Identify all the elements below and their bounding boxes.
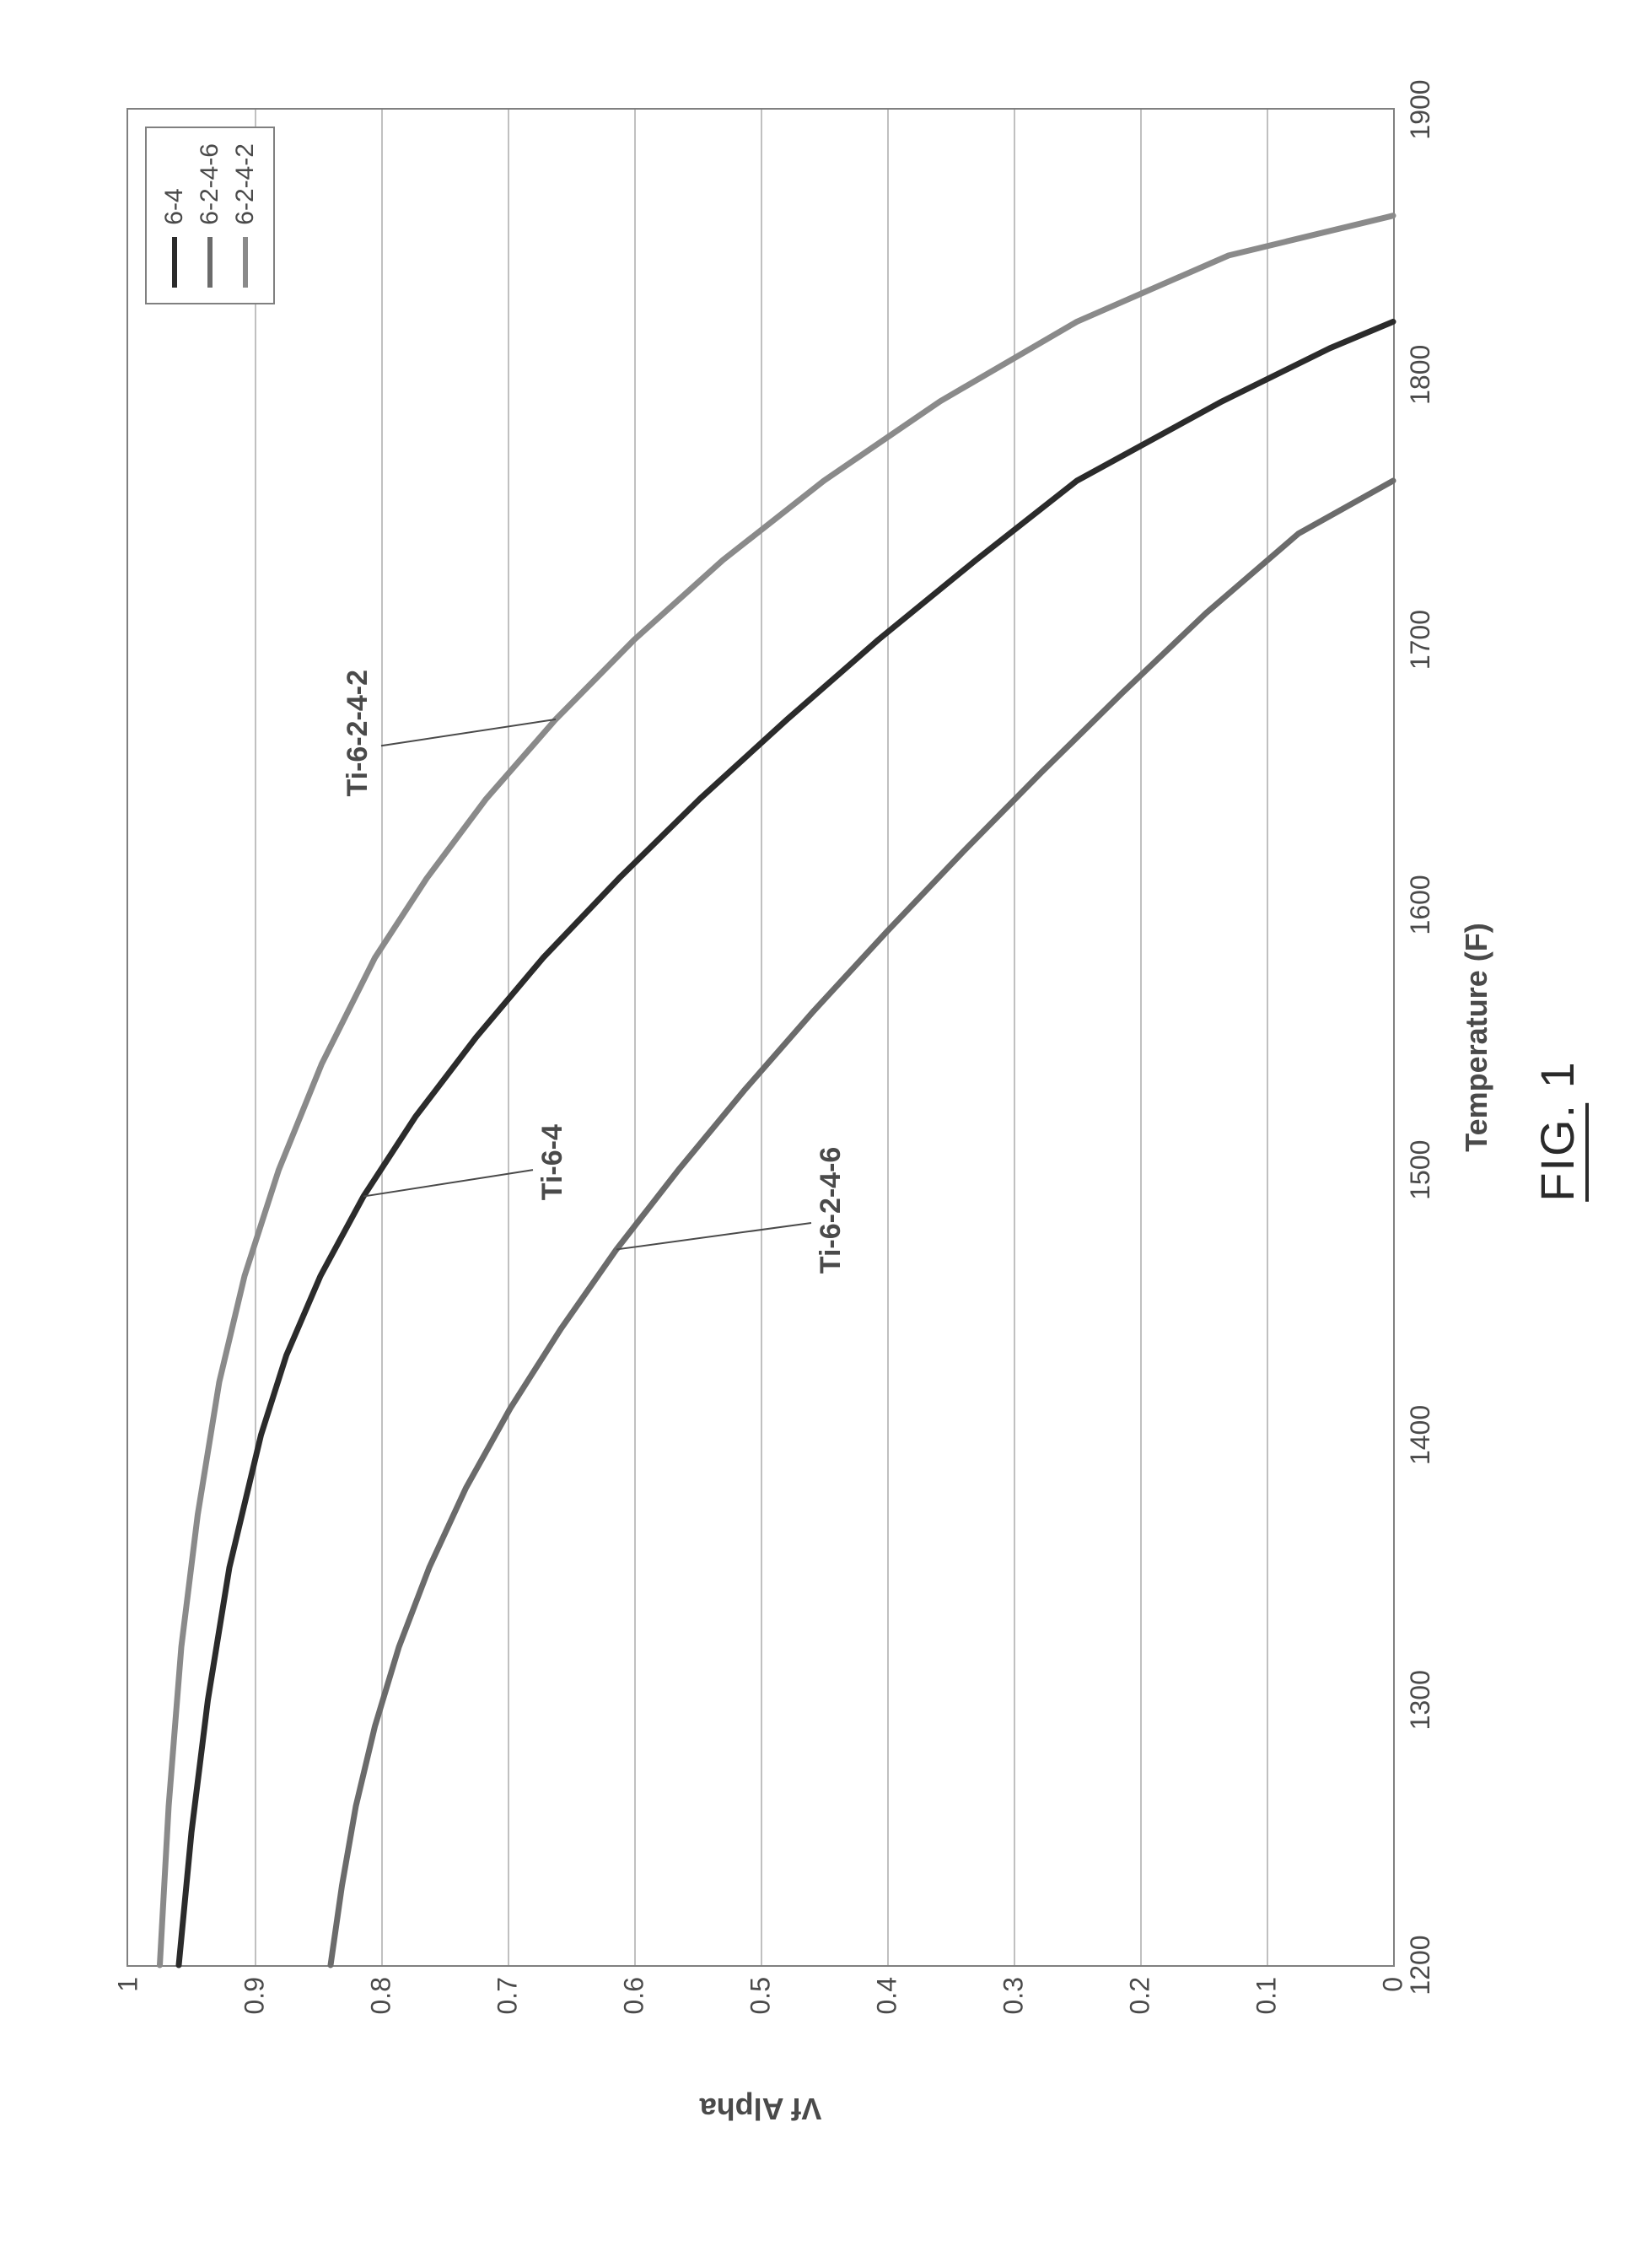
series-annotation: Ti-6-4 — [536, 1124, 569, 1200]
series-annotation: Ti-6-2-4-2 — [342, 670, 374, 797]
series-line — [160, 216, 1394, 1965]
figure-caption-number: 1 — [1531, 1060, 1584, 1088]
x-tick-label: 1700 — [1393, 610, 1436, 670]
legend-swatch — [172, 237, 177, 288]
series-line — [331, 481, 1393, 1965]
plot-area: Vf Alpha Temperature (F) 00.10.20.30.40.… — [126, 108, 1395, 1967]
legend-swatch — [207, 237, 213, 288]
figure-caption-prefix: FIG. — [1531, 1103, 1589, 1202]
y-axis-label: Vf Alpha — [700, 2091, 822, 2126]
legend: 6-46-2-4-66-2-4-2 — [145, 127, 275, 304]
series-svg — [128, 110, 1393, 1965]
y-tick-label: 0.7 — [492, 1965, 524, 2014]
x-tick-label: 1400 — [1393, 1405, 1436, 1465]
x-tick-label: 1600 — [1393, 875, 1436, 934]
x-tick-label: 1200 — [1393, 1935, 1436, 1995]
legend-label: 6-2-4-6 — [196, 143, 224, 225]
y-tick-label: 0.4 — [872, 1965, 903, 2014]
x-tick-label: 1900 — [1393, 79, 1436, 139]
y-tick-label: 0.9 — [239, 1965, 271, 2014]
annotation-leader — [616, 1223, 811, 1249]
x-tick-label: 1800 — [1393, 345, 1436, 405]
y-tick-label: 1 — [113, 1965, 144, 1992]
legend-label: 6-2-4-2 — [231, 143, 260, 225]
annotation-leader — [363, 1170, 533, 1196]
page: Vf Alpha Temperature (F) 00.10.20.30.40.… — [0, 0, 1652, 2262]
legend-item: 6-4 — [157, 143, 192, 288]
y-tick-label: 0.3 — [998, 1965, 1030, 2014]
y-tick-label: 0.6 — [619, 1965, 650, 2014]
y-tick-label: 0.8 — [366, 1965, 397, 2014]
annotation-leader — [381, 719, 556, 746]
x-tick-label: 1500 — [1393, 1140, 1436, 1200]
legend-swatch — [243, 237, 248, 288]
x-tick-label: 1300 — [1393, 1670, 1436, 1730]
figure-1: Vf Alpha Temperature (F) 00.10.20.30.40.… — [42, 42, 1610, 2220]
y-tick-label: 0.5 — [745, 1965, 777, 2014]
y-tick-label: 0.1 — [1251, 1965, 1283, 2014]
legend-label: 6-4 — [160, 188, 189, 224]
series-annotation: Ti-6-2-4-6 — [815, 1147, 848, 1274]
y-tick-label: 0.2 — [1125, 1965, 1156, 2014]
figure-caption: FIG. 1 — [1530, 1060, 1585, 1202]
x-axis-label: Temperature (F) — [1459, 923, 1494, 1151]
legend-item: 6-2-4-2 — [228, 143, 263, 288]
legend-item: 6-2-4-6 — [192, 143, 228, 288]
landscape-rotator: Vf Alpha Temperature (F) 00.10.20.30.40.… — [0, 0, 1652, 2262]
series-line — [179, 321, 1393, 1965]
